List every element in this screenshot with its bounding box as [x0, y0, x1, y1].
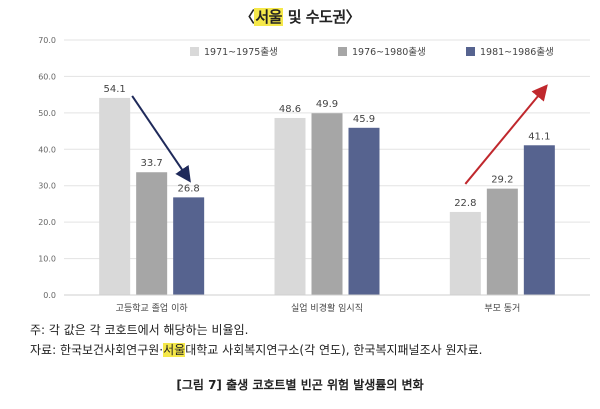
- data-label: 22.8: [454, 198, 476, 209]
- data-label: 33.7: [141, 158, 163, 169]
- note-line: 주: 각 값은 각 코호트에서 해당하는 비율임.: [30, 323, 249, 337]
- y-tick-label: 30.0: [38, 182, 56, 191]
- legend-swatch: [190, 47, 199, 56]
- bar: [486, 188, 518, 295]
- chart-title: 〈서울 및 수도권〉: [0, 6, 600, 27]
- y-tick-label: 10.0: [38, 255, 56, 264]
- bar: [449, 211, 481, 295]
- y-tick-label: 0.0: [43, 291, 56, 300]
- data-label: 48.6: [279, 104, 301, 115]
- source-suffix: 대학교 사회복지연구소(각 연도), 한국복지패널조사 원자료.: [185, 343, 483, 357]
- y-tick-label: 50.0: [38, 109, 56, 118]
- y-tick-label: 70.0: [38, 36, 56, 45]
- x-tick-label: 실업 비경활 임시직: [291, 302, 363, 314]
- title-highlight: 서울: [254, 8, 283, 26]
- title-rest: 및 수도권〉: [282, 8, 361, 26]
- legend-label: 1976~1980출생: [352, 47, 426, 58]
- trend-arrow: [131, 95, 191, 183]
- legend-label: 1971~1975출생: [204, 47, 278, 58]
- legend-label: 1981~1986출생: [480, 47, 554, 58]
- source-line: 자료: 한국보건사회연구원·서울대학교 사회복지연구소(각 연도), 한국복지패…: [30, 340, 482, 360]
- data-label: 41.1: [528, 131, 550, 142]
- data-label: 29.2: [491, 175, 513, 186]
- bar: [274, 117, 306, 295]
- legend-swatch: [466, 47, 475, 56]
- source-highlight: 서울: [163, 343, 186, 357]
- figure-caption: [그림 7] 출생 코호트별 빈곤 위험 발생률의 변화: [176, 378, 424, 392]
- bar: [523, 145, 555, 295]
- bar: [173, 197, 205, 295]
- data-label: 26.8: [178, 183, 200, 194]
- x-tick-label: 부모 동거: [484, 303, 520, 314]
- data-label: 45.9: [353, 114, 375, 125]
- chart-notes: 주: 각 값은 각 코호트에서 해당하는 비율임. 자료: 한국보건사회연구원·…: [30, 320, 482, 360]
- data-label: 54.1: [104, 84, 126, 95]
- bar: [99, 97, 131, 296]
- bar: [311, 113, 343, 295]
- trend-arrow: [464, 84, 548, 185]
- legend-swatch: [338, 47, 347, 56]
- x-tick-label: 고등학교 졸업 이하: [116, 303, 189, 314]
- title-open: 〈: [239, 8, 255, 26]
- bar: [348, 127, 380, 296]
- bar: [136, 172, 168, 295]
- y-tick-label: 20.0: [38, 218, 56, 227]
- bar-chart: 0.0 10.0 20.0 30.0 40.0 50.0 60.0 70.0 54.1 33.7 2…: [38, 36, 590, 314]
- y-tick-label: 60.0: [38, 72, 56, 81]
- y-tick-label: 40.0: [38, 145, 56, 154]
- data-label: 49.9: [316, 99, 338, 110]
- source-prefix: 자료: 한국보건사회연구원·: [30, 343, 164, 357]
